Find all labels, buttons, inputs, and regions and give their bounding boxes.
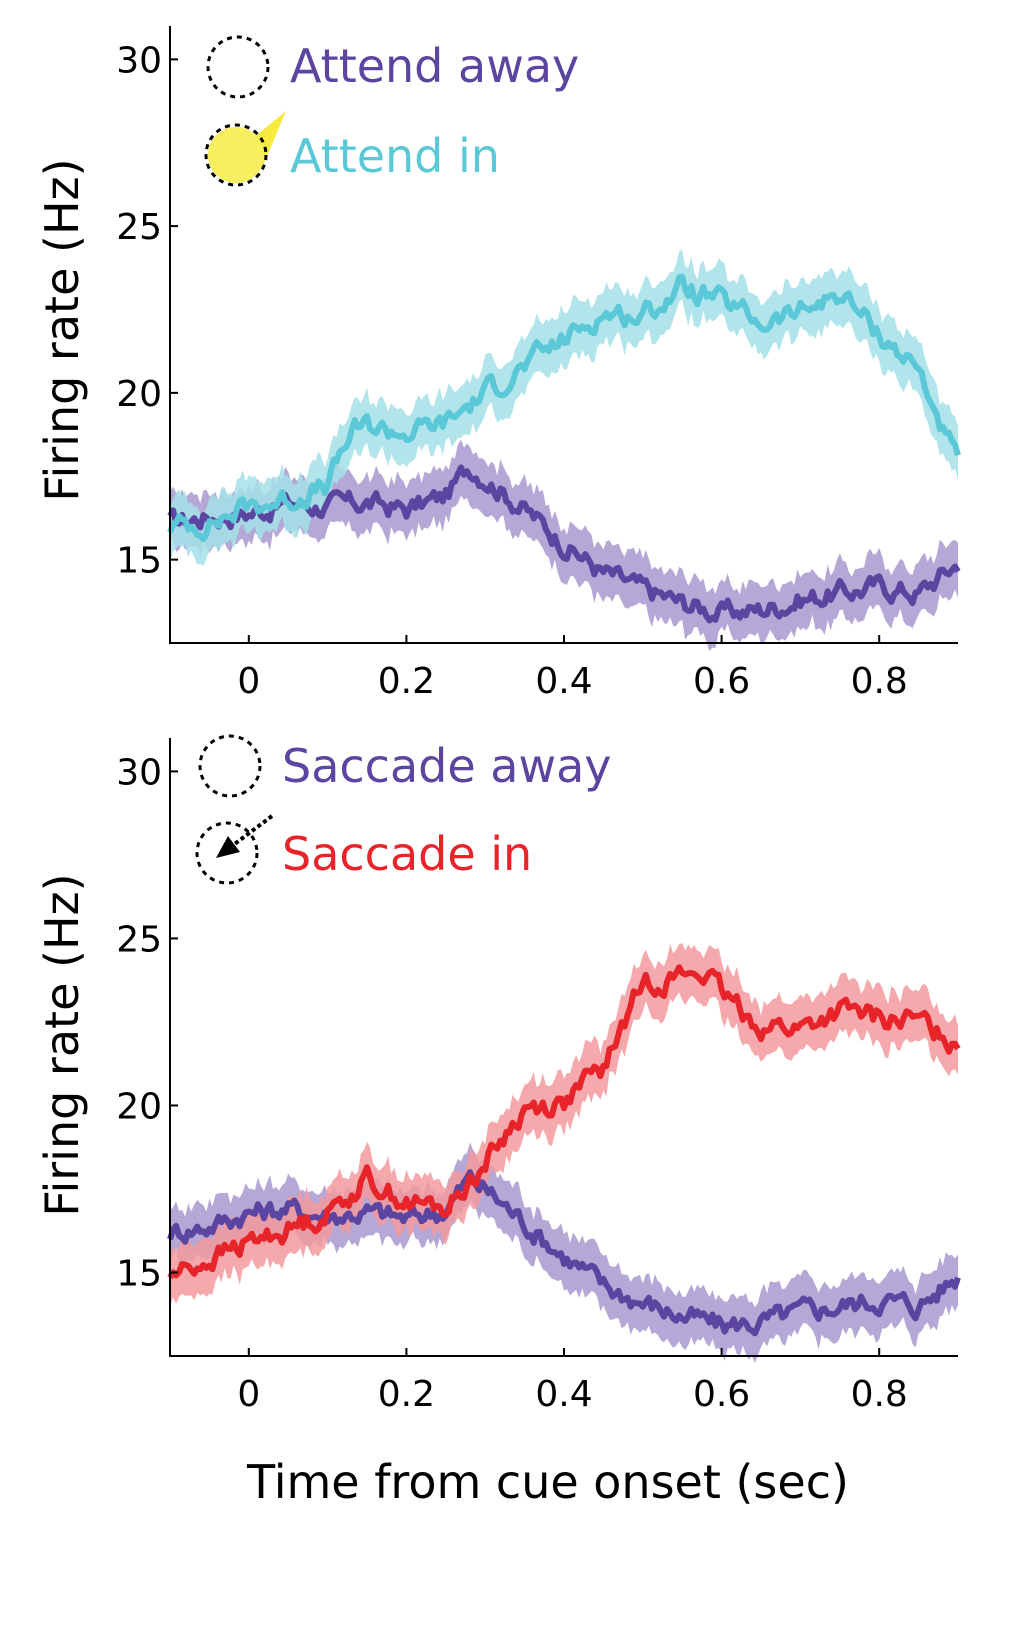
saccade-arrow-icon xyxy=(195,814,274,885)
tick-labels: 15 20 25 30 0 0.2 0.4 0.6 0.8 xyxy=(116,40,908,702)
dashed-circle-icon xyxy=(198,734,262,798)
series-lines xyxy=(167,964,961,1337)
x-tick-label: 0 xyxy=(237,1374,260,1415)
y-axis-title: Firing rate (Hz) xyxy=(35,873,89,1216)
tick-labels: 15 20 25 30 0 0.2 0.4 0.6 0.8 xyxy=(116,752,908,1415)
y-tick-label: 25 xyxy=(116,919,162,960)
y-tick-label: 30 xyxy=(116,752,162,793)
series-lines xyxy=(167,273,961,624)
x-tick-label: 0.4 xyxy=(535,661,592,702)
series-line-1 xyxy=(167,273,961,542)
series-line-1 xyxy=(167,964,961,1280)
chart-panel-attend: 15 20 25 30 0 0.2 0.4 0.6 0.8 Firing rate (Hz) A… xyxy=(35,26,961,702)
x-tick-label: 0.6 xyxy=(693,661,750,702)
x-tick-label: 0.4 xyxy=(535,1374,592,1415)
legend-label-attend-in: Attend in xyxy=(290,129,500,183)
y-tick-label: 25 xyxy=(116,207,162,248)
legend-label-attend-away: Attend away xyxy=(290,39,579,93)
x-tick-label: 0.6 xyxy=(693,1374,750,1415)
dashed-circle-icon xyxy=(206,35,270,99)
spotlight-circle-icon xyxy=(204,111,286,187)
legend-label-saccade-away: Saccade away xyxy=(282,739,612,793)
x-tick-label: 0.2 xyxy=(378,1374,435,1415)
y-tick-label: 30 xyxy=(116,40,162,81)
x-axis-title: Time from cue onset (sec) xyxy=(246,1455,849,1509)
x-tick-label: 0.8 xyxy=(851,661,908,702)
y-tick-label: 15 xyxy=(116,541,162,582)
y-axis-title: Firing rate (Hz) xyxy=(35,158,89,501)
legend: Saccade away Saccade in xyxy=(195,734,612,885)
x-tick-label: 0.8 xyxy=(851,1374,908,1415)
y-tick-label: 20 xyxy=(116,1086,162,1127)
x-tick-label: 0.2 xyxy=(378,661,435,702)
confidence-bands xyxy=(170,250,958,652)
y-tick-label: 20 xyxy=(116,374,162,415)
y-tick-label: 15 xyxy=(116,1253,162,1294)
x-tick-label: 0 xyxy=(237,661,260,702)
axes xyxy=(169,738,958,1357)
chart-panel-saccade: 15 20 25 30 0 0.2 0.4 0.6 0.8 Firing rate (Hz) S… xyxy=(35,734,961,1509)
legend: Attend away Attend in xyxy=(204,35,579,187)
legend-label-saccade-in: Saccade in xyxy=(282,827,532,881)
series-band-0 xyxy=(170,439,958,652)
axes xyxy=(169,26,958,644)
